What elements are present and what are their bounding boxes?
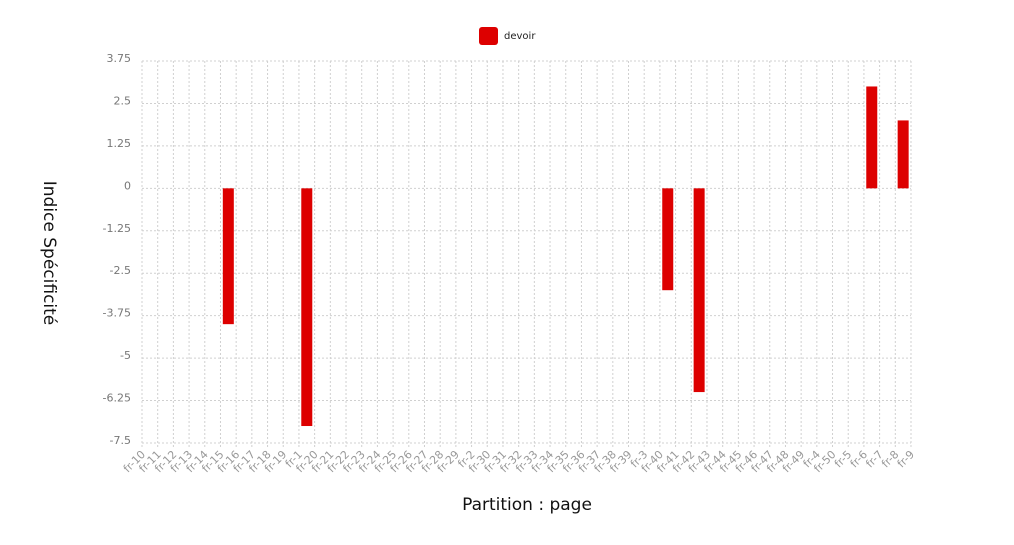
bar-fr-8[interactable] <box>897 120 909 189</box>
y-tick-label: -7.5 <box>110 434 131 447</box>
legend-label-devoir[interactable]: devoir <box>504 31 536 42</box>
y-tick-label: 2.5 <box>114 94 132 107</box>
x-tick-label: fr-9 <box>895 448 917 470</box>
x-axis-ticks: fr-10fr-11fr-12fr-13fr-14fr-15fr-16fr-17… <box>121 448 917 475</box>
y-axis-ticks: 3.75 2.5 1.25 0 -1.25 -2.5 -3.75 -5 -6.25 -7.5 <box>103 52 131 447</box>
y-tick-label: -5 <box>120 349 131 362</box>
bar-fr-1[interactable] <box>301 188 313 427</box>
bar-fr-15[interactable] <box>222 188 234 325</box>
y-tick-label: -3.75 <box>103 307 131 320</box>
legend[interactable]: devoir <box>479 27 536 45</box>
legend-swatch-devoir[interactable] <box>479 27 498 45</box>
y-tick-label: -2.5 <box>110 264 131 277</box>
bar-fr-42[interactable] <box>693 188 705 393</box>
y-tick-label: 3.75 <box>107 52 132 65</box>
bars <box>222 86 909 427</box>
y-tick-label: 0 <box>124 179 131 192</box>
y-tick-label: -6.25 <box>103 392 131 405</box>
x-axis-title: Partition : page <box>462 495 592 515</box>
bar-fr-6[interactable] <box>866 86 878 189</box>
y-tick-label: 1.25 <box>107 137 132 150</box>
y-axis-title: Indice Spécificité <box>39 181 59 326</box>
bar-fr-40[interactable] <box>662 188 674 291</box>
grid <box>141 60 912 447</box>
y-tick-label: -1.25 <box>103 222 131 235</box>
